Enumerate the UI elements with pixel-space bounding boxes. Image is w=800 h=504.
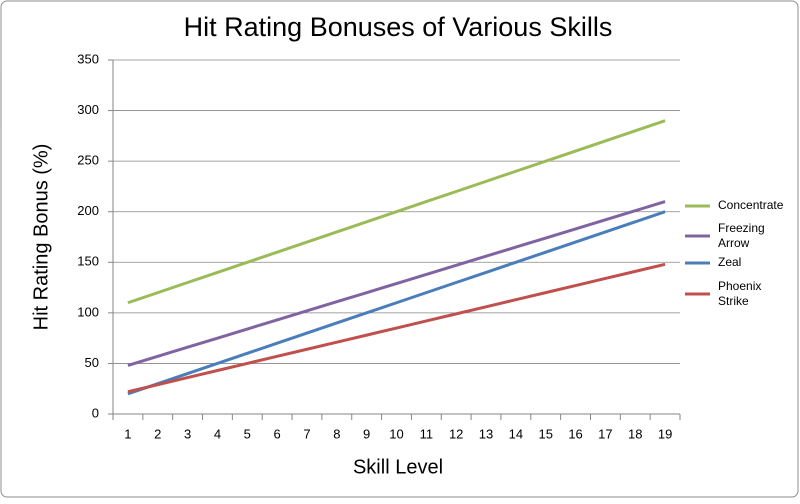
x-tick-label: 19 xyxy=(658,426,672,441)
y-tick-label: 200 xyxy=(77,203,99,218)
series-line xyxy=(127,200,666,367)
x-tick-label: 18 xyxy=(628,426,642,441)
x-tick-label: 4 xyxy=(214,426,221,441)
y-axis-label: Hit Rating Bonus (%) xyxy=(30,144,52,331)
x-tick-label: 16 xyxy=(568,426,582,441)
x-tick-label: 12 xyxy=(449,426,463,441)
y-tick-label: 300 xyxy=(77,102,99,117)
y-tick-label: 100 xyxy=(77,304,99,319)
legend-label: Phoenix Strike xyxy=(718,279,761,308)
x-tick-label: 6 xyxy=(274,426,281,441)
legend-label: Freezing Arrow xyxy=(718,221,765,250)
x-tick-label: 11 xyxy=(420,426,434,441)
series-line xyxy=(127,119,666,305)
legend-label: Concentrate xyxy=(718,198,784,212)
x-tick-label: 5 xyxy=(244,426,251,441)
legend-label: Zeal xyxy=(718,255,741,269)
chart-title: Hit Rating Bonuses of Various Skills xyxy=(184,12,613,42)
y-tick-label: 150 xyxy=(77,254,99,269)
x-tick-label: 9 xyxy=(363,426,370,441)
x-tick-label: 10 xyxy=(389,426,403,441)
y-tick-label: 250 xyxy=(77,153,99,168)
y-tick-label: 50 xyxy=(85,355,99,370)
x-tick-label: 7 xyxy=(303,426,310,441)
x-axis-label: Skill Level xyxy=(353,456,443,478)
y-tick-label: 350 xyxy=(77,51,99,66)
x-tick-label: 15 xyxy=(538,426,552,441)
x-tick-label: 3 xyxy=(184,426,191,441)
series-line xyxy=(127,210,666,396)
y-tick-label: 0 xyxy=(92,405,99,420)
x-tick-label: 14 xyxy=(509,426,523,441)
series-line xyxy=(127,262,666,394)
x-tick-label: 13 xyxy=(479,426,493,441)
x-tick-label: 2 xyxy=(154,426,161,441)
x-tick-label: 17 xyxy=(598,426,612,441)
x-tick-label: 1 xyxy=(124,426,131,441)
x-tick-label: 8 xyxy=(333,426,340,441)
